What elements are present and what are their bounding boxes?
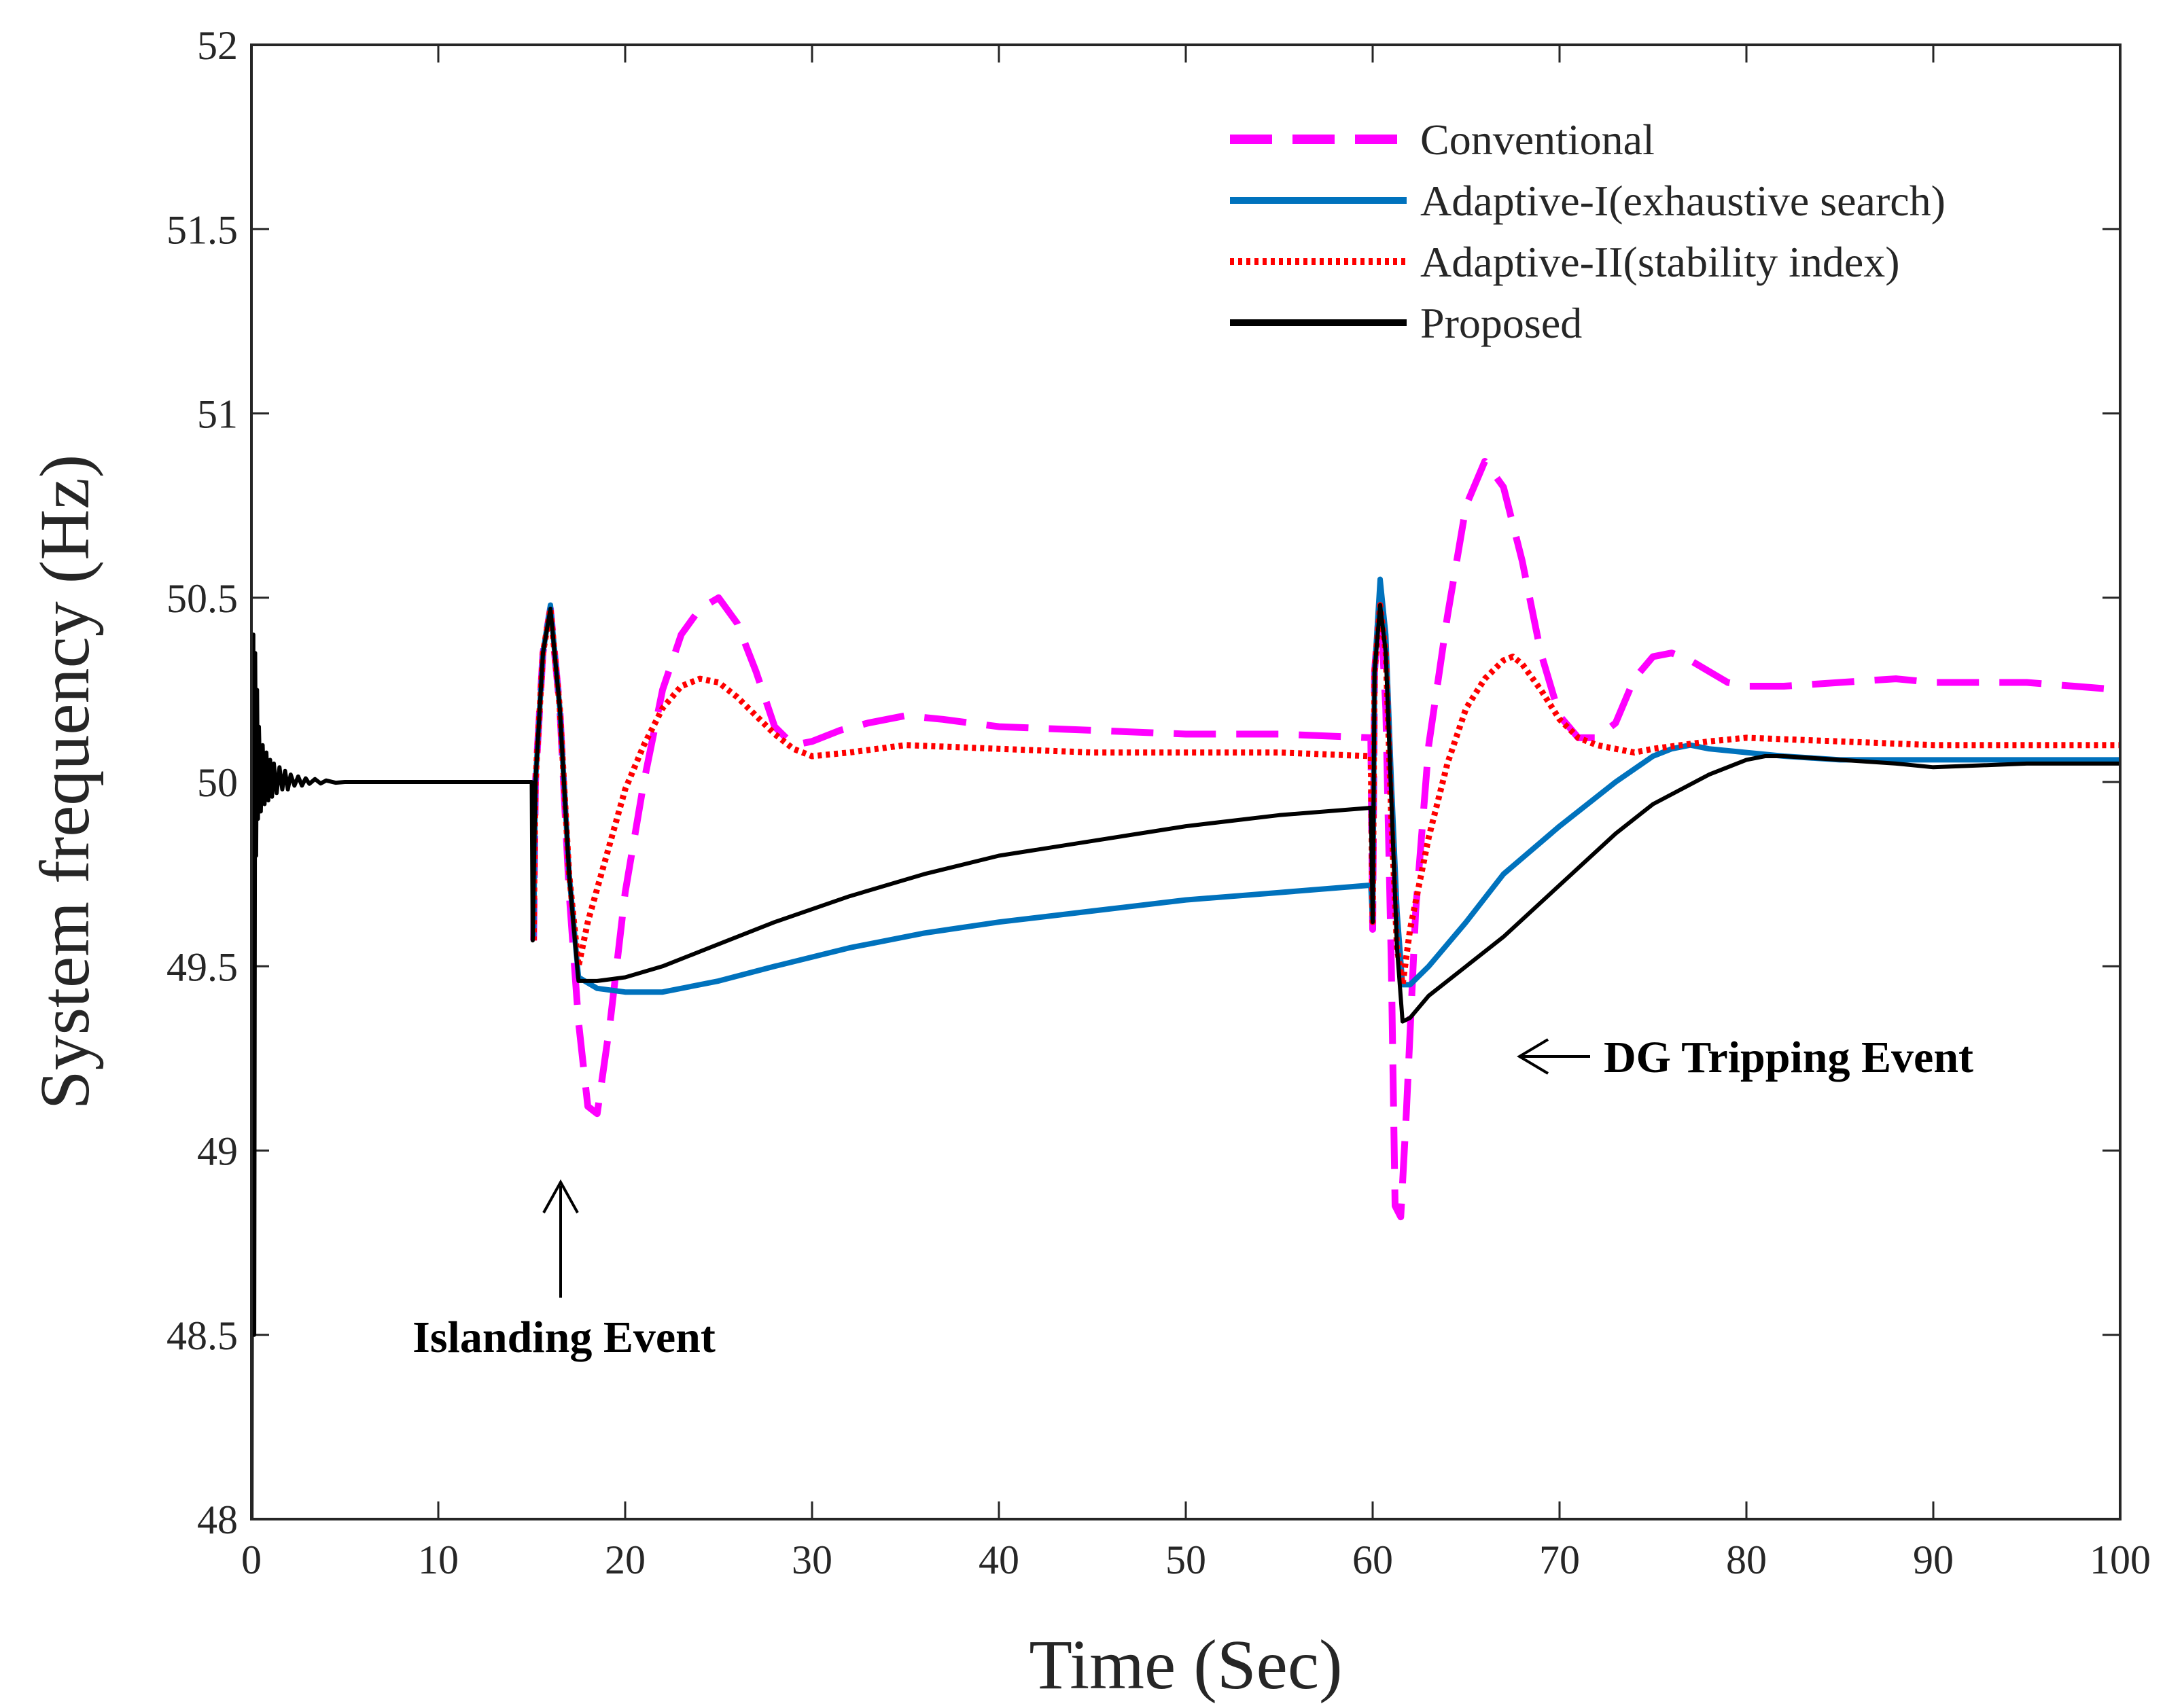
y-tick-label: 49 bbox=[197, 1129, 238, 1174]
y-tick-label: 50.5 bbox=[166, 576, 238, 621]
x-axis-tick-labels: 0 10 20 30 40 50 60 70 80 90 100 bbox=[241, 1537, 2151, 1582]
y-axis-tick-labels: 48 48.5 49 49.5 50 50.5 51 51.5 52 bbox=[166, 23, 238, 1542]
x-tick-label: 80 bbox=[1726, 1537, 1767, 1582]
y-tick-label: 50 bbox=[197, 760, 238, 805]
x-tick-label: 40 bbox=[979, 1537, 1019, 1582]
up-arrow-icon bbox=[542, 1179, 579, 1213]
plot-area-frame bbox=[250, 43, 2122, 1520]
legend: Conventional Adaptive-I(exhaustive searc… bbox=[1230, 115, 1946, 347]
islanding-annotation: Islanding Event bbox=[412, 1179, 716, 1362]
dg-tripping-annotation: DG Tripping Event bbox=[1517, 1033, 1973, 1082]
y-tick-label: 51 bbox=[197, 392, 238, 437]
legend-label-proposed: Proposed bbox=[1420, 299, 1582, 347]
x-tick-label: 0 bbox=[241, 1537, 262, 1582]
y-tick-label: 48.5 bbox=[166, 1313, 238, 1358]
y-tick-label: 52 bbox=[197, 23, 238, 68]
x-tick-label: 70 bbox=[1539, 1537, 1580, 1582]
y-axis-title: System frequency (Hz) bbox=[26, 455, 104, 1110]
legend-label-conventional: Conventional bbox=[1420, 115, 1655, 164]
left-arrow-icon bbox=[1517, 1038, 1549, 1075]
y-tick-label: 48 bbox=[197, 1497, 238, 1542]
x-tick-label: 10 bbox=[418, 1537, 459, 1582]
x-tick-label: 100 bbox=[2090, 1537, 2151, 1582]
x-tick-label: 60 bbox=[1352, 1537, 1393, 1582]
x-tick-label: 50 bbox=[1165, 1537, 1206, 1582]
data-series bbox=[251, 458, 2120, 1519]
legend-label-adaptive-i: Adaptive-I(exhaustive search) bbox=[1420, 177, 1946, 225]
y-tick-label: 49.5 bbox=[166, 944, 238, 989]
legend-label-adaptive-ii: Adaptive-II(stability index) bbox=[1420, 238, 1900, 286]
islanding-event-label: Islanding Event bbox=[412, 1313, 716, 1362]
x-tick-label: 90 bbox=[1913, 1537, 1954, 1582]
y-tick-label: 51.5 bbox=[166, 207, 238, 252]
x-tick-label: 30 bbox=[792, 1537, 832, 1582]
series-line-proposed bbox=[251, 603, 2120, 1519]
x-tick-label: 20 bbox=[605, 1537, 646, 1582]
dg-tripping-event-label: DG Tripping Event bbox=[1604, 1033, 1973, 1082]
x-axis-title: Time (Sec) bbox=[1029, 1626, 1342, 1704]
